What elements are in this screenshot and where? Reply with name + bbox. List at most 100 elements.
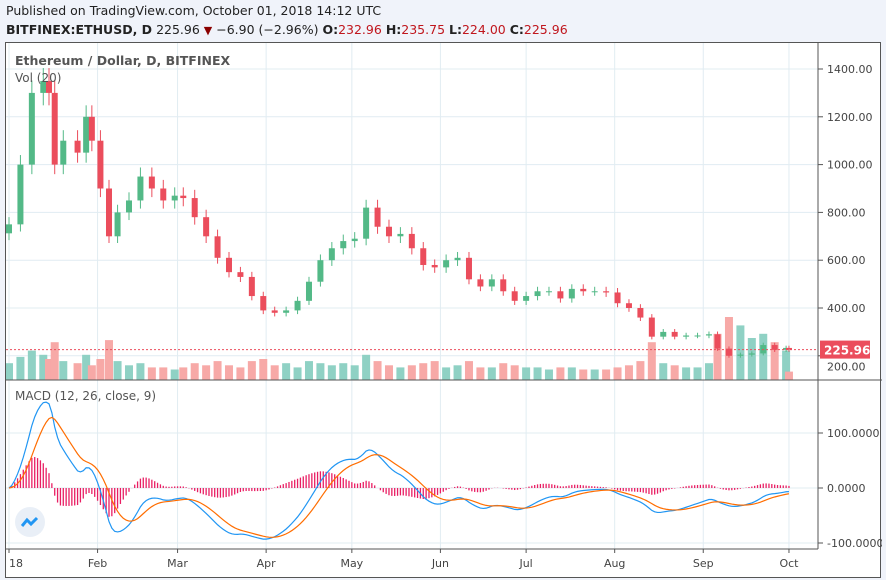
volume-bar (464, 361, 473, 380)
volume-bar (282, 363, 291, 380)
volume-bar (670, 365, 679, 380)
candle (545, 291, 552, 293)
macd-tick-label: 0.0000 (827, 482, 866, 495)
candle (625, 303, 632, 308)
volume-bar (190, 363, 199, 380)
macd-line (8, 401, 789, 540)
volume-bar (293, 367, 302, 380)
volume-bar (87, 365, 96, 380)
candle (305, 281, 312, 301)
volume-bar (170, 369, 179, 380)
volume-bar (147, 367, 156, 380)
tradingview-logo[interactable] (15, 507, 45, 537)
price-tick-label: 1200.00 (827, 111, 873, 124)
close-value: 225.96 (523, 22, 568, 37)
low-value: 224.00 (461, 22, 506, 37)
volume-bar (624, 365, 633, 380)
volume-bar (522, 367, 531, 380)
candle (683, 335, 690, 337)
candle (771, 345, 778, 350)
candle (534, 291, 541, 297)
last-price-label: 225.96 (824, 344, 870, 358)
price-change: −6.90 (−2.96%) (216, 22, 319, 37)
candle (28, 92, 35, 165)
volume-bar (16, 356, 25, 380)
last-price-badge (820, 340, 870, 359)
candle (603, 291, 610, 293)
price-tick-label: 400.00 (827, 302, 866, 315)
candle (568, 288, 575, 299)
volume-bar (327, 365, 336, 380)
candle (443, 260, 450, 268)
volume-bar (50, 342, 59, 380)
volume-bar (713, 333, 722, 380)
volume-bar (659, 363, 668, 380)
time-tick-label: May (340, 557, 363, 570)
volume-bar (476, 367, 485, 380)
candle (88, 116, 95, 141)
candle (248, 276, 255, 297)
volume-bar (6, 363, 13, 380)
volume-bar (693, 367, 702, 380)
volume-bar (499, 363, 508, 380)
candle (454, 257, 461, 261)
volume-bar (590, 369, 599, 380)
volume-bar (407, 365, 416, 380)
volume-bar (613, 367, 622, 380)
candle (160, 188, 167, 201)
volume-bar (430, 361, 439, 380)
volume-bar (556, 367, 565, 380)
candle (83, 116, 90, 153)
candle (671, 331, 678, 337)
volume-bar (213, 361, 222, 380)
volume-bar (579, 369, 588, 380)
volume-bar (747, 338, 756, 380)
open-value: 232.96 (338, 22, 382, 37)
candle (17, 164, 24, 225)
price-tick-label: 200.00 (827, 361, 866, 374)
candle (488, 279, 495, 287)
candle (385, 226, 392, 237)
volume-bar (350, 365, 359, 380)
published-line: Published on TradingView.com, October 01… (6, 3, 382, 18)
volume-bar (73, 363, 82, 380)
volume-bar (259, 359, 268, 380)
volume-bar (487, 367, 496, 380)
symbol: BITFINEX:ETHUSD, D (6, 22, 153, 37)
volume-bar (682, 367, 691, 380)
candle (137, 176, 144, 201)
macd-tick-label: -100.0000 (827, 537, 882, 550)
candle (180, 195, 187, 199)
volume-bar (224, 365, 233, 380)
macd-legend: MACD (12, 26, close, 9) (15, 389, 157, 403)
candle (294, 300, 301, 311)
candle (614, 292, 621, 304)
volume-bar (373, 361, 382, 380)
candle (260, 296, 267, 311)
close-label: C: (509, 22, 524, 37)
chart-svg[interactable]: 1400.00 1200.00 1000.00 800.00 600.00 400.00 2… (6, 43, 882, 579)
candle (6, 224, 12, 234)
chart-container[interactable]: 1400.00 1200.00 1000.00 800.00 600.00 400.00 2… (5, 42, 882, 579)
volume-bar (339, 363, 348, 380)
volume-bar (270, 365, 279, 380)
candle (114, 212, 121, 237)
volume-legend: Vol (20) (15, 71, 62, 85)
volume-bar (759, 333, 768, 380)
volume-bar (782, 350, 791, 380)
candle (637, 308, 644, 318)
volume-bar (442, 367, 451, 380)
chart-title: Ethereum / Dollar, D, BITFINEX (15, 53, 231, 68)
price-tick-label: 800.00 (827, 206, 866, 219)
candle (125, 200, 132, 213)
candle (431, 264, 438, 268)
volume-bar (384, 365, 393, 380)
candle (705, 334, 712, 336)
volume-bar (202, 365, 211, 380)
candle (725, 348, 732, 356)
candle (283, 310, 290, 313)
time-tick-label: Sep (693, 557, 714, 570)
candle (500, 279, 507, 292)
volume-bar (770, 342, 779, 380)
candle (397, 233, 404, 237)
